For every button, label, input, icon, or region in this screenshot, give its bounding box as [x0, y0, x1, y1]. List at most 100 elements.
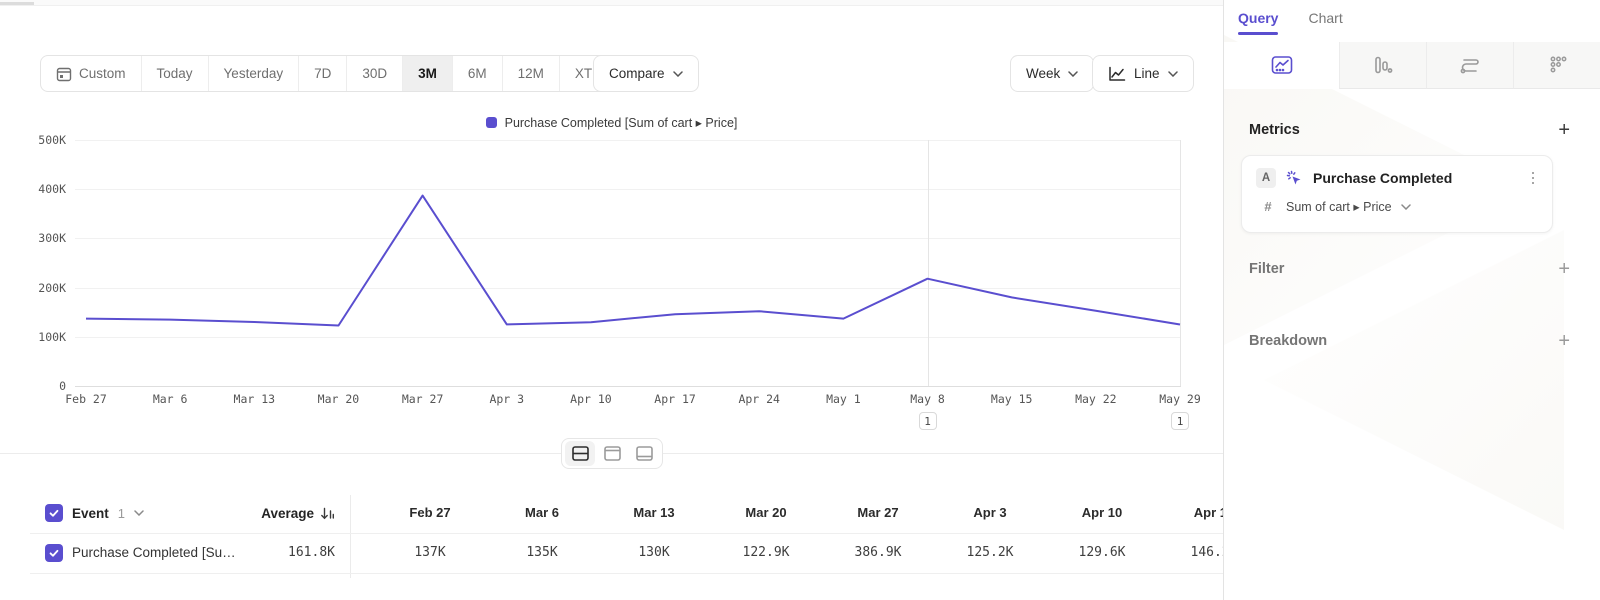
event-column-label: Event [72, 505, 109, 521]
flows-icon [1460, 59, 1479, 74]
row-average-value: 161.8K [288, 545, 335, 560]
x-tick-label: May 15 [990, 392, 1033, 406]
compare-button[interactable]: Compare [593, 55, 699, 92]
breakdown-section-header: Breakdown + [1249, 331, 1570, 351]
table-header-border [30, 533, 1223, 534]
range-yesterday[interactable]: Yesterday [209, 56, 300, 91]
chart-legend: Purchase Completed [Sum of cart ▸ Price] [0, 115, 1223, 130]
annotation-badge[interactable]: 1 [1171, 412, 1189, 430]
insights-icon [1271, 56, 1292, 74]
metric-menu-button[interactable] [1528, 170, 1539, 187]
y-tick-label: 100K [38, 329, 66, 344]
filter-section-header: Filter + [1249, 259, 1570, 279]
tab-label: Chart [1308, 10, 1343, 26]
x-tick-label: Mar 6 [152, 392, 188, 406]
table-cell-value: 386.9K [854, 545, 902, 560]
tab-chart[interactable]: Chart [1308, 10, 1342, 35]
x-tick-label: Feb 27 [65, 392, 107, 406]
table-cell-value: 122.9K [742, 545, 790, 560]
y-tick-label: 0 [59, 379, 66, 393]
report-main-panel: Custom Today Yesterday 7D 30D 3M 6M 12M … [0, 7, 1223, 600]
add-breakdown-button[interactable]: + [1558, 330, 1570, 352]
legend-label: Purchase Completed [Sum of cart ▸ Price] [504, 116, 738, 130]
aggregation-label: Sum of cart ▸ Price [1286, 200, 1392, 214]
row-checkbox[interactable] [45, 544, 63, 562]
table-column-header[interactable]: Mar 13 [633, 505, 675, 520]
x-tick-label: Apr 17 [654, 392, 696, 406]
add-metric-button[interactable]: + [1558, 119, 1570, 141]
report-type-retention[interactable] [1513, 42, 1600, 89]
range-today[interactable]: Today [142, 56, 209, 91]
table-column-header[interactable]: Apr 3 [973, 505, 1007, 520]
legend-item[interactable]: Purchase Completed [Sum of cart ▸ Price] [485, 115, 738, 130]
range-label: 6M [467, 66, 487, 81]
add-filter-button[interactable]: + [1558, 258, 1570, 280]
y-tick-label: 500K [38, 133, 66, 147]
number-type-icon: # [1264, 199, 1272, 214]
tab-label: Query [1238, 10, 1279, 26]
table-column-separator [350, 495, 351, 578]
table-only-view-button[interactable] [629, 441, 659, 466]
chart-only-view-button[interactable] [597, 441, 627, 466]
report-type-flows[interactable] [1426, 42, 1513, 89]
table-column-header[interactable]: Apr 10 [1081, 505, 1123, 520]
table-cell-value: 125.2K [966, 545, 1014, 560]
interval-dropdown[interactable]: Week [1010, 55, 1095, 92]
table-column-header[interactable]: Mar 27 [857, 505, 899, 520]
chart-only-view-icon [603, 446, 621, 461]
annotation-badge[interactable]: 1 [918, 412, 937, 430]
x-tick-label: Apr 10 [570, 392, 612, 406]
table-cell-value: 146.2K [1190, 545, 1223, 560]
chevron-down-icon [1068, 70, 1079, 77]
table-row: Purchase Completed [Sum of cart ▸ Price] [45, 533, 244, 573]
table-column-header[interactable]: Feb 27 [409, 505, 451, 520]
average-column-header[interactable]: Average [205, 493, 335, 533]
table-cell-value: 129.6K [1078, 545, 1126, 560]
metric-card[interactable]: A Purchase Completed # Sum of cart ▸ Pri… [1241, 155, 1553, 233]
event-count: 1 [117, 505, 125, 521]
split-view-button[interactable] [565, 441, 595, 466]
event-click-icon [1286, 170, 1301, 184]
range-custom[interactable]: Custom [41, 56, 142, 91]
report-type-insights[interactable] [1224, 42, 1339, 89]
chevron-down-icon [1400, 203, 1411, 210]
report-type-funnels[interactable] [1339, 42, 1426, 89]
chevron-down-icon [1167, 70, 1178, 77]
metric-aggregation[interactable]: # Sum of cart ▸ Price [1256, 199, 1538, 214]
x-tick-label: Apr 24 [738, 392, 780, 406]
x-tick-label: May 29 [1159, 392, 1201, 406]
view-toggle-group [561, 438, 663, 469]
metrics-title: Metrics [1249, 122, 1300, 138]
calendar-icon [56, 67, 72, 81]
table-only-view-icon [635, 446, 653, 461]
table-column-header[interactable]: Apr 17 [1193, 505, 1223, 520]
y-tick-label: 400K [38, 182, 66, 197]
select-all-checkbox[interactable] [45, 504, 63, 522]
x-tick-label: May 8 [910, 392, 945, 406]
table-cell-value: 137K [414, 545, 446, 560]
x-tick-label: May 1 [826, 392, 861, 406]
data-series-line[interactable] [85, 194, 1181, 327]
table-column-header[interactable]: Mar 20 [745, 505, 787, 520]
range-6m[interactable]: 6M [453, 56, 503, 91]
tab-query[interactable]: Query [1238, 10, 1279, 35]
table-column-header[interactable]: Mar 6 [525, 505, 559, 520]
chevron-down-icon[interactable] [134, 510, 144, 516]
metric-event-name[interactable]: Purchase Completed [1313, 170, 1453, 186]
table-header-event: Event 1 [45, 493, 144, 533]
plot-canvas [75, 140, 1181, 387]
breakdown-title: Breakdown [1249, 333, 1328, 349]
report-type-selector [1224, 42, 1600, 89]
metric-badge: A [1256, 168, 1276, 188]
query-builder-sidebar: Query Chart Metrics + [1223, 0, 1600, 600]
chart-type-dropdown[interactable]: Line [1092, 55, 1194, 92]
y-tick-label: 300K [38, 231, 66, 246]
range-12m[interactable]: 12M [503, 56, 560, 91]
range-label: Today [156, 66, 193, 81]
range-3m-active[interactable]: 3M [403, 56, 453, 91]
range-label: Custom [79, 66, 126, 81]
split-view-icon [571, 446, 589, 461]
range-7d[interactable]: 7D [299, 56, 348, 91]
range-30d[interactable]: 30D [347, 56, 404, 91]
y-tick-label: 200K [38, 280, 66, 295]
